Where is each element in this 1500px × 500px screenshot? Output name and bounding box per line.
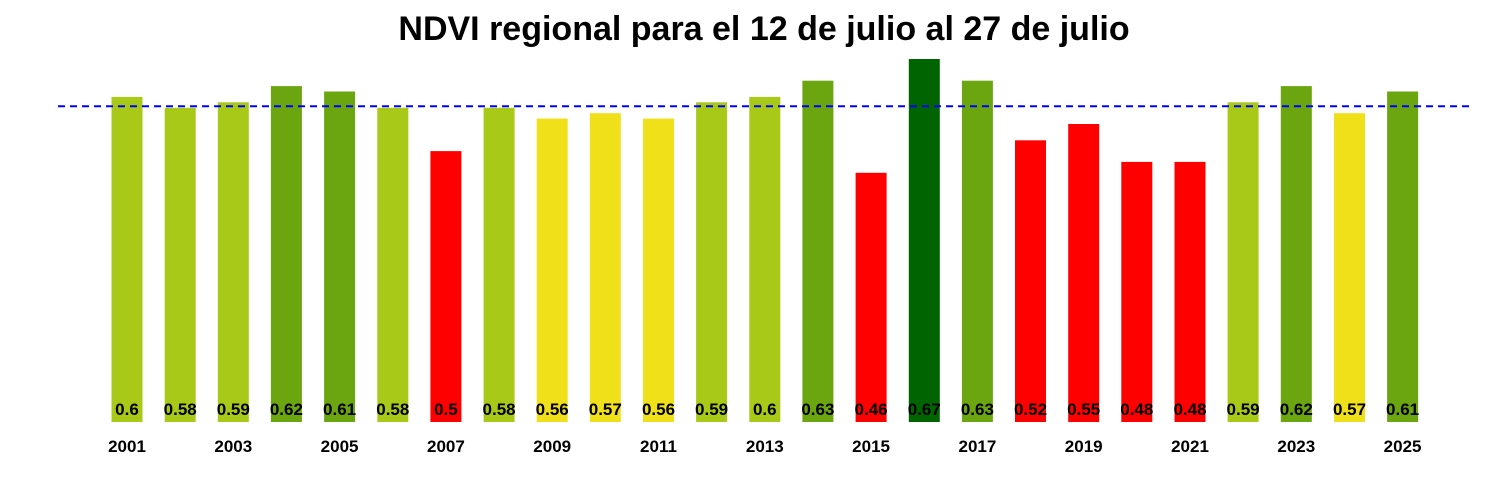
x-tick-2017: 2017: [958, 437, 996, 456]
x-tick-2005: 2005: [321, 437, 359, 456]
bar-2011: [643, 118, 674, 422]
value-label-2014: 0.63: [801, 400, 834, 419]
value-label-2018: 0.52: [1014, 400, 1047, 419]
value-label-2008: 0.58: [483, 400, 516, 419]
value-label-2020: 0.48: [1120, 400, 1153, 419]
value-label-2005: 0.61: [323, 400, 356, 419]
value-label-2007: 0.5: [434, 400, 458, 419]
bar-2008: [483, 107, 515, 423]
value-label-2012: 0.59: [695, 400, 728, 419]
bars-group: [111, 59, 1419, 423]
bar-2002: [164, 107, 196, 423]
value-label-2023: 0.62: [1280, 400, 1313, 419]
x-tick-2011: 2011: [640, 437, 677, 456]
bar-2007: [430, 151, 462, 422]
bar-2022: [1227, 102, 1259, 423]
bar-2015: [855, 172, 887, 422]
value-label-2002: 0.58: [164, 400, 197, 419]
bar-2006: [377, 107, 409, 423]
bar-2023: [1280, 86, 1312, 422]
bar-2025: [1387, 91, 1419, 422]
x-tick-2007: 2007: [427, 437, 465, 456]
value-label-2015: 0.46: [855, 400, 888, 419]
x-tick-2013: 2013: [746, 437, 784, 456]
x-tick-2023: 2023: [1277, 437, 1315, 456]
x-tick-2001: 2001: [108, 437, 146, 456]
value-label-2013: 0.6: [753, 400, 777, 419]
x-tick-2021: 2021: [1171, 437, 1209, 456]
bar-2017: [961, 80, 993, 422]
value-label-2024: 0.57: [1333, 400, 1366, 419]
bar-2021: [1174, 161, 1206, 422]
bar-2014: [802, 80, 834, 422]
bar-2004: [270, 86, 302, 422]
value-label-2003: 0.59: [217, 400, 250, 419]
x-tick-2009: 2009: [533, 437, 571, 456]
value-label-2017: 0.63: [961, 400, 994, 419]
value-label-2021: 0.48: [1173, 400, 1206, 419]
bar-2012: [696, 102, 728, 423]
bar-2016: [908, 59, 940, 422]
value-label-2010: 0.57: [589, 400, 622, 419]
bar-2003: [217, 102, 249, 423]
x-tick-2003: 2003: [214, 437, 252, 456]
bar-2024: [1334, 113, 1365, 422]
bar-2020: [1121, 161, 1153, 422]
value-label-2025: 0.61: [1386, 400, 1419, 419]
x-tick-2025: 2025: [1384, 437, 1422, 456]
x-tick-2019: 2019: [1065, 437, 1103, 456]
value-label-2022: 0.59: [1227, 400, 1260, 419]
value-label-2004: 0.62: [270, 400, 303, 419]
value-label-2006: 0.58: [376, 400, 409, 419]
value-label-2001: 0.6: [115, 400, 139, 419]
value-labels-group: 0.6 0.58 0.59 0.62 0.61 0.58 0.5 0.58 0.56 0.57 0.…: [115, 400, 1419, 419]
x-tick-2015: 2015: [852, 437, 890, 456]
bar-2009: [536, 118, 568, 422]
bar-2018: [1015, 140, 1046, 423]
value-label-2011: 0.56: [642, 400, 675, 419]
bar-2013: [749, 96, 781, 423]
value-label-2016: 0.67: [908, 400, 941, 419]
chart-title: NDVI regional para el 12 de julio al 27 …: [398, 10, 1130, 48]
bar-2010: [589, 113, 621, 422]
bar-2019: [1068, 124, 1100, 422]
value-label-2019: 0.55: [1067, 400, 1100, 419]
bar-2005: [324, 91, 356, 422]
value-label-2009: 0.56: [536, 400, 569, 419]
bar-2001: [111, 96, 143, 423]
x-tick-labels-group: 2001 2003 2005 2007 2009 2011 2013 2015 2017 2019…: [108, 437, 1421, 456]
